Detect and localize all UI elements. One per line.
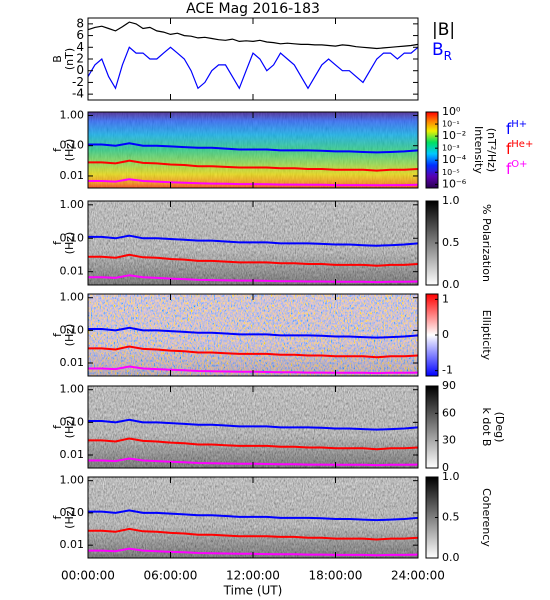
series-line: [88, 345, 419, 359]
legend-subscript: He+: [511, 139, 533, 150]
y-axis-label: f: [51, 240, 64, 245]
y-axis-label: f: [51, 147, 64, 152]
colorbar-tick-label: 0: [442, 461, 449, 474]
series-line: [88, 253, 419, 267]
series-line: [88, 418, 419, 431]
y-axis-label: (Hz): [63, 139, 76, 162]
y-tick-label: 0.10: [60, 506, 85, 519]
x-tick-label: 18:00:00: [309, 569, 363, 583]
colorbar-tick-label: 0.5: [442, 511, 460, 524]
legend-name: B: [432, 40, 444, 60]
series-line: [88, 159, 419, 172]
x-axis-label: Time (UT): [223, 584, 283, 598]
series-line: [88, 527, 419, 541]
y-tick-label: 0.01: [60, 356, 85, 369]
y-tick-label: 0.01: [60, 169, 85, 182]
legend-entry: |B|: [432, 20, 455, 40]
legend-name: f: [506, 160, 512, 178]
colorbar-tick-label: 10⁻²: [442, 129, 466, 142]
colorbar-tick-label: 0.0: [442, 551, 460, 564]
chart-title: ACE Mag 2016-183: [186, 1, 320, 17]
y-tick-label: -2: [72, 75, 84, 89]
colorbar-label: Ellipticity: [480, 310, 493, 361]
legend-subscript: H+: [511, 119, 527, 130]
series-line: [88, 326, 419, 339]
y-tick-label: 0.10: [60, 139, 85, 152]
y-tick-label: 4: [76, 40, 84, 54]
colorbar-tick-label: 1: [442, 292, 449, 305]
legend-entry: fHe+: [506, 139, 533, 158]
legend-name: |B|: [432, 20, 455, 40]
y-tick-label: 0.10: [60, 323, 85, 336]
colorbar-label: k dot B: [480, 408, 493, 447]
x-tick-label: 12:00:00: [226, 569, 280, 583]
y-tick-label: 1.00: [60, 291, 85, 304]
y-axis-label: f: [51, 332, 64, 337]
colorbar-tick-label: -1: [442, 364, 453, 377]
y-axis-label: B: [51, 55, 64, 63]
colorbar-label: % Polarization: [480, 204, 493, 282]
series-line: [87, 21, 419, 50]
colorbar-tick-label: 1.0: [442, 470, 460, 483]
colorbar-tick-label: 10⁻⁵: [442, 168, 460, 177]
colorbar-label: (Deg): [493, 412, 506, 443]
legend-subscript: R: [444, 49, 452, 63]
colorbar-tick-label: 60: [442, 406, 456, 419]
colorbar-tick-label: 10⁻⁴: [442, 153, 467, 166]
y-tick-label: 0.10: [60, 231, 85, 244]
y-tick-label: 6: [76, 28, 84, 42]
y-axis-label: (Hz): [63, 232, 76, 255]
y-axis-label: (nT): [63, 48, 76, 70]
legend-entry: fH+: [506, 119, 527, 138]
series-line: [88, 437, 419, 451]
y-tick-label: 0.01: [60, 265, 85, 278]
legend-entry: fO+: [506, 159, 528, 178]
x-tick-label: 06:00:00: [144, 569, 198, 583]
colorbar: [425, 385, 439, 469]
legend-name: f: [506, 120, 512, 138]
y-tick-label: 0.10: [60, 415, 85, 428]
y-tick-label: 1.00: [60, 474, 85, 487]
y-tick-label: 1.00: [60, 383, 85, 396]
plot-background: [88, 18, 418, 100]
y-tick-label: 8: [76, 16, 84, 30]
series-line: [87, 46, 419, 90]
colorbar-label: (nT²/Hz): [485, 128, 498, 172]
legend-subscript: O+: [511, 159, 527, 170]
colorbar-tick-label: 10⁰: [442, 105, 461, 118]
colorbar-tick-label: 30: [442, 434, 456, 447]
series-line: [88, 142, 419, 154]
y-axis-label: (Hz): [63, 506, 76, 529]
y-axis-label: f: [51, 514, 64, 519]
colorbar-tick-label: 10⁻³: [442, 144, 460, 153]
y-axis-label: (Hz): [63, 416, 76, 439]
y-tick-label: 0.01: [60, 448, 85, 461]
y-tick-label: 1.00: [60, 108, 85, 121]
colorbar-tick-label: 0.0: [442, 278, 460, 291]
colorbar-tick-label: 10⁻¹: [442, 120, 460, 129]
colorbar-tick-label: 0: [442, 328, 449, 341]
x-tick-label: 00:00:00: [61, 569, 115, 583]
colorbar-label: Intensity: [472, 126, 485, 174]
colorbar-tick-label: 1.0: [442, 194, 460, 207]
legend-entry: BR: [432, 40, 452, 63]
x-tick-label: 24:00:00: [391, 569, 445, 583]
y-tick-label: 1.00: [60, 198, 85, 211]
legend-name: f: [506, 140, 512, 158]
colorbar: [425, 111, 439, 189]
y-tick-label: 0.01: [60, 538, 85, 551]
series-line: [88, 509, 419, 522]
y-tick-label: -4: [72, 87, 84, 101]
y-tick-label: 2: [76, 52, 84, 66]
colorbar-tick-label: 90: [442, 379, 456, 392]
y-tick-label: 0: [76, 63, 84, 77]
y-axis-label: (Hz): [63, 324, 76, 347]
colorbar-tick-label: 10⁻⁶: [442, 177, 467, 190]
y-axis-label: f: [51, 424, 64, 429]
colorbar-label: Coherency: [480, 488, 493, 547]
colorbar-tick-label: 0.5: [442, 236, 460, 249]
series-line: [88, 234, 419, 247]
